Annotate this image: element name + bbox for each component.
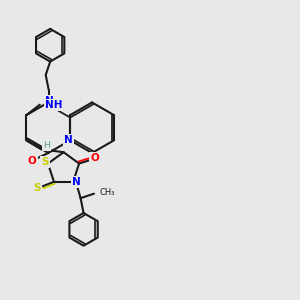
Text: N: N	[45, 96, 54, 106]
Text: S: S	[41, 157, 49, 167]
Text: N: N	[64, 135, 73, 145]
Text: NH: NH	[45, 100, 63, 110]
Text: O: O	[28, 156, 37, 166]
Text: CH₃: CH₃	[99, 188, 115, 197]
Text: H: H	[43, 141, 50, 150]
Text: N: N	[72, 177, 81, 187]
Text: S: S	[34, 183, 41, 193]
Text: O: O	[91, 154, 99, 164]
